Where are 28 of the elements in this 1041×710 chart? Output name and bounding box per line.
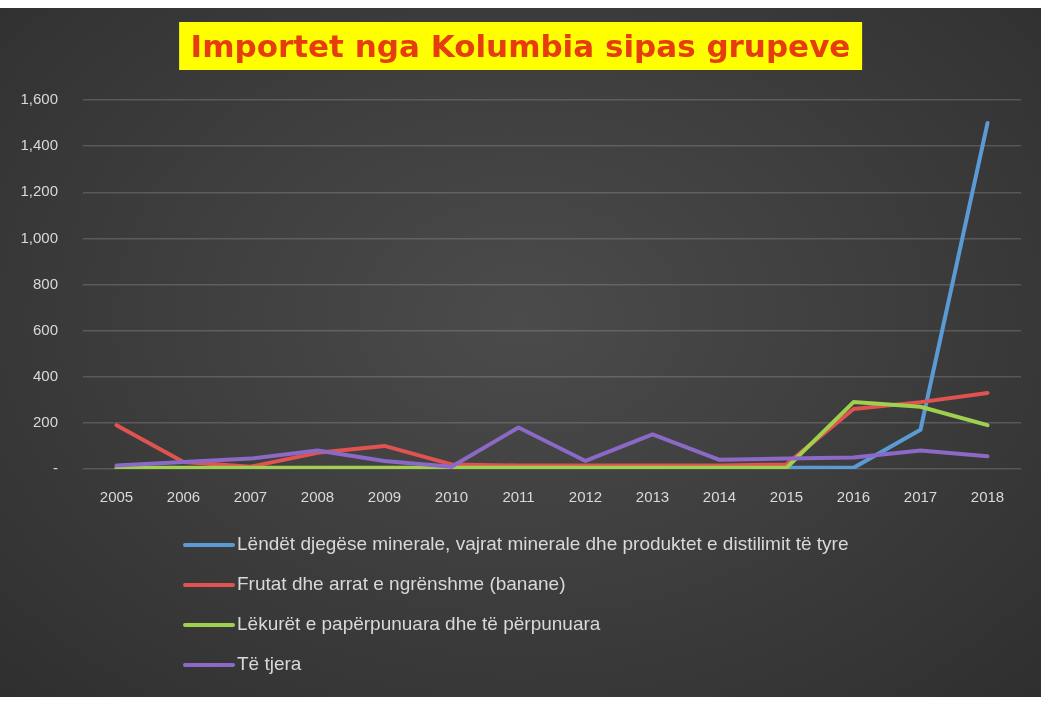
chart-title: Importet nga Kolumbia sipas grupeve bbox=[178, 22, 863, 70]
x-tick-label: 2006 bbox=[166, 488, 201, 506]
legend-label: Të tjera bbox=[237, 653, 302, 675]
x-tick-label: 2007 bbox=[233, 488, 268, 506]
x-tick-label: 2010 bbox=[434, 488, 469, 506]
y-tick-label: 800 bbox=[32, 274, 58, 292]
y-tick-label: 600 bbox=[32, 320, 58, 338]
legend-label: Frutat dhe arrat e ngrënshme (banane) bbox=[237, 573, 566, 595]
x-tick-label: 2005 bbox=[99, 488, 134, 506]
y-tick-label: 1,000 bbox=[20, 228, 58, 246]
x-tick-label: 2018 bbox=[970, 488, 1005, 506]
y-tick-label: 400 bbox=[32, 366, 58, 384]
y-tick-label: 200 bbox=[32, 413, 58, 431]
y-tick-label: 1,600 bbox=[20, 90, 58, 108]
x-tick-label: 2011 bbox=[502, 488, 535, 506]
x-tick-label: 2009 bbox=[367, 488, 402, 506]
y-tick-label: 1,400 bbox=[20, 136, 58, 154]
x-tick-label: 2015 bbox=[769, 488, 804, 506]
x-tick-label: 2014 bbox=[702, 488, 737, 506]
y-tick-label: 1,200 bbox=[20, 182, 58, 200]
x-tick-label: 2017 bbox=[903, 488, 938, 506]
legend-label: Lëndët djegëse minerale, vajrat minerale dhe produktet e distilimit të tyre bbox=[237, 533, 849, 555]
y-tick-label: - bbox=[53, 459, 58, 477]
x-tick-label: 2012 bbox=[568, 488, 603, 506]
x-tick-label: 2013 bbox=[635, 488, 670, 506]
legend-label: Lëkurët e papërpunuara dhe të përpunuara bbox=[237, 613, 601, 635]
x-tick-label: 2008 bbox=[300, 488, 335, 506]
x-tick-label: 2016 bbox=[836, 488, 871, 506]
